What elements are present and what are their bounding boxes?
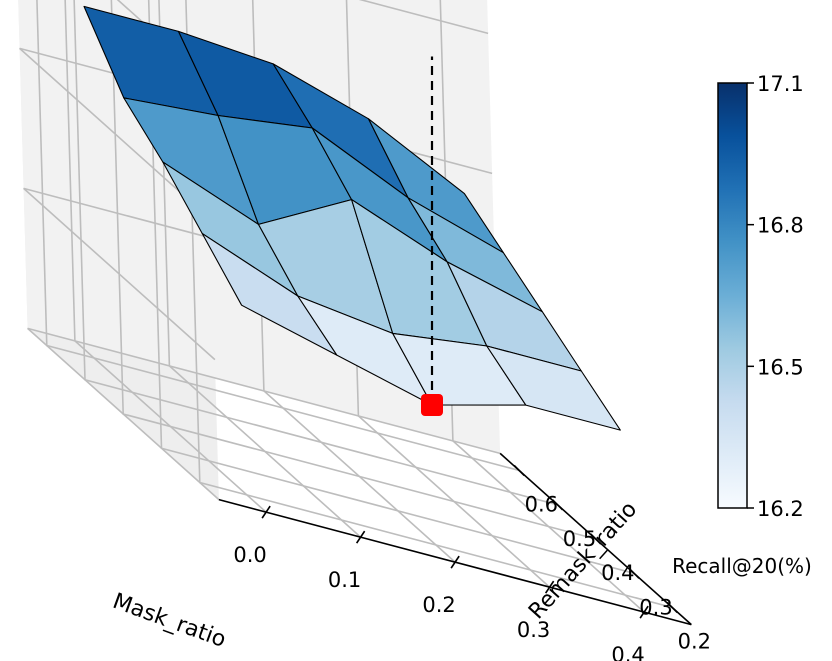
x-tick-label-1: 0.1 [328,568,361,592]
y-tick-0 [666,601,678,614]
x-tick-label-4: 0.4 [611,643,644,661]
x-tick-2 [450,555,460,569]
x-tick-label-2: 0.2 [422,593,455,617]
colorbar-gradient [717,82,748,509]
y-tick-label-4: 0.6 [525,493,558,517]
x-tick-label-3: 0.3 [517,618,550,642]
x-tick-label-0: 0.0 [233,543,266,567]
colorbar-label: Recall@20(%) [672,554,812,578]
highlight-overlay [421,56,443,416]
y-tick-4 [513,464,525,477]
y-tick-label-1: 0.3 [639,595,672,619]
colorbar: 16.2 16.5 16.8 17.1 [717,72,804,521]
x-tick-0 [261,505,271,519]
colorbar-tick-label-2: 16.8 [757,214,804,238]
x-tick-3 [544,580,555,594]
y-tick-label-2: 0.4 [601,561,634,585]
x-tick-1 [355,530,366,544]
x-axis-label: Mask_ratio [109,589,229,653]
highlight-marker [421,394,443,416]
colorbar-tick-label-3: 17.1 [757,72,804,96]
tick-labels: 0.00.10.20.30.40.20.30.40.50.6 [233,493,711,661]
colorbar-tick-label-0: 16.2 [757,497,804,521]
colorbar-tick-label-1: 16.5 [757,355,804,379]
y-tick-3 [551,499,564,511]
x-tick-4 [639,605,649,619]
y-tick-2 [590,533,602,545]
grid-line-z-0 [27,327,501,501]
surface-mesh [83,5,621,431]
y-tick-label-3: 0.5 [563,527,596,551]
axes-lines [218,452,692,626]
axes-gridlines [19,0,673,613]
surface-cell-3-0 [486,345,621,431]
y-tick-label-0: 0.2 [678,630,711,654]
y-tick-1 [628,567,640,579]
